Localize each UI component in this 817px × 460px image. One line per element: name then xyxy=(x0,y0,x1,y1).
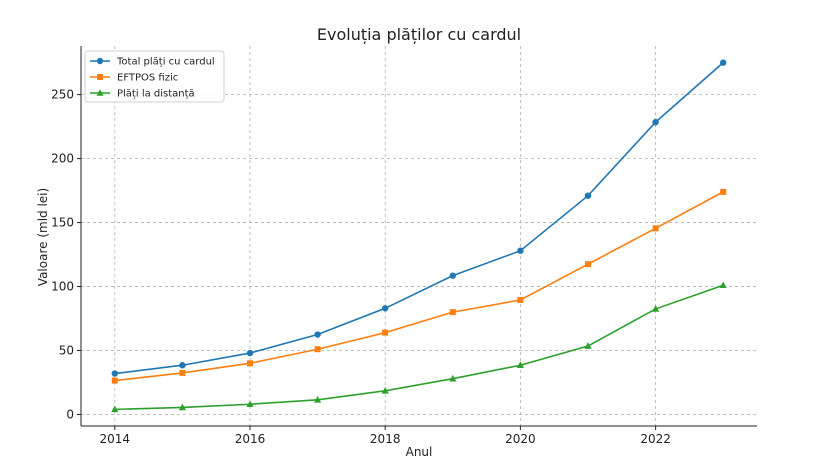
series-layer xyxy=(111,59,727,413)
data-point xyxy=(314,331,321,338)
axes: 2014 2016 2018 2020 2022 0 50 100 150 200 250 xyxy=(51,46,757,446)
legend-marker xyxy=(96,89,104,96)
series-line xyxy=(114,62,724,375)
data-point xyxy=(720,188,727,195)
data-point xyxy=(382,329,389,336)
data-point xyxy=(585,261,591,268)
data-point xyxy=(314,395,322,403)
x-tick-label: 2016 xyxy=(235,432,266,446)
series-3 xyxy=(111,281,727,413)
data-point xyxy=(449,272,456,279)
data-point xyxy=(652,225,659,232)
data-point xyxy=(381,387,389,394)
data-point xyxy=(247,360,253,367)
legend-item: Plăți la distanță xyxy=(90,89,195,100)
legend: Total plăți cu cardul EFTPOS fizic Plăți l… xyxy=(84,50,225,103)
x-tick-label: 2014 xyxy=(100,432,131,446)
y-tick-label: 0 xyxy=(66,407,74,421)
data-point xyxy=(517,247,524,254)
data-point xyxy=(449,374,457,382)
data-point xyxy=(449,309,456,316)
data-point xyxy=(652,118,659,126)
series-1 xyxy=(111,59,727,377)
data-point xyxy=(178,403,186,411)
data-point xyxy=(111,370,119,377)
data-point xyxy=(719,281,727,289)
data-point xyxy=(314,346,321,353)
data-point xyxy=(720,59,727,66)
grid xyxy=(81,46,757,426)
data-point xyxy=(179,362,186,369)
data-point xyxy=(111,377,118,384)
series-line xyxy=(114,284,724,411)
y-tick-label: 250 xyxy=(51,88,74,102)
legend-marker xyxy=(96,57,104,65)
x-axis-label: Anul xyxy=(406,445,433,459)
data-point xyxy=(584,342,592,349)
data-point xyxy=(584,192,592,199)
data-point xyxy=(246,349,254,357)
series-2 xyxy=(111,188,727,384)
series-line xyxy=(114,191,724,382)
data-point xyxy=(111,405,119,413)
chart-title: Evoluția plăților cu cardul xyxy=(317,25,521,44)
y-axis-label: Valoare (mld lei) xyxy=(36,188,50,286)
x-tick-label: 2022 xyxy=(640,432,671,446)
y-tick-label: 200 xyxy=(51,152,74,166)
legend-item: Total plăți cu cardul xyxy=(90,57,215,68)
y-tick-label: 100 xyxy=(51,280,74,294)
y-tick-label: 50 xyxy=(59,344,74,358)
legend-label: Total plăți cu cardul xyxy=(116,57,215,68)
legend-frame xyxy=(84,50,225,103)
data-point xyxy=(517,296,524,303)
legend-label: EFTPOS fizic xyxy=(117,73,178,84)
legend-label: Plăți la distanță xyxy=(117,89,195,100)
y-tick-label: 150 xyxy=(51,216,74,230)
data-point xyxy=(179,369,186,376)
data-point xyxy=(516,361,524,369)
data-point xyxy=(246,400,254,408)
legend-marker xyxy=(97,74,103,80)
legend-item: EFTPOS fizic xyxy=(90,73,178,84)
data-point xyxy=(652,305,660,312)
data-point xyxy=(382,305,389,312)
x-tick-label: 2020 xyxy=(505,432,536,446)
x-tick-label: 2018 xyxy=(370,432,401,446)
